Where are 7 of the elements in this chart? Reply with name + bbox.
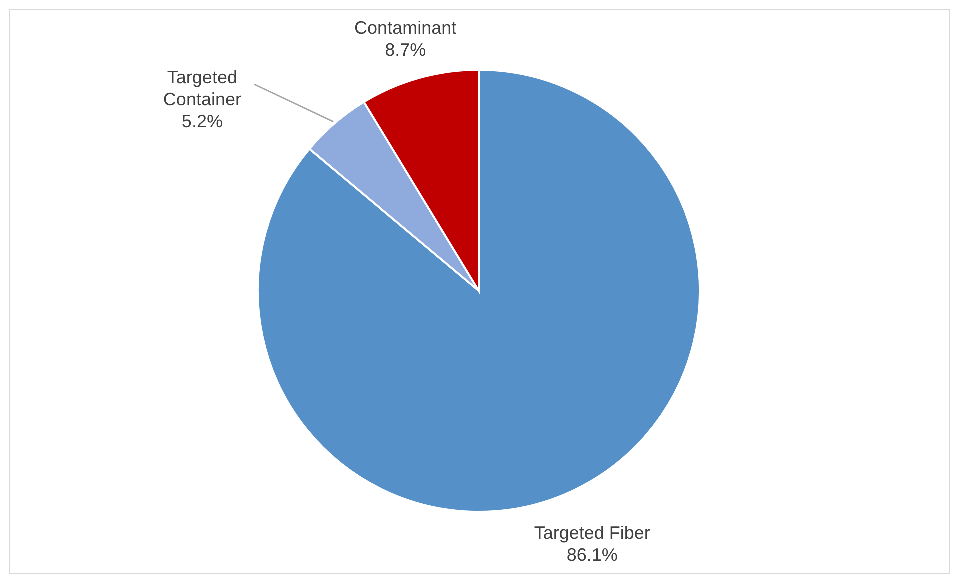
data-label: 5.2% bbox=[182, 111, 223, 132]
slice-label: Targeted Fiber bbox=[534, 522, 650, 543]
data-label: 86.1% bbox=[566, 544, 618, 565]
data-label: 8.7% bbox=[385, 40, 426, 60]
slice-label: Targeted Container bbox=[163, 67, 242, 110]
slice-label: Contaminant bbox=[354, 18, 457, 38]
pie-slice bbox=[257, 69, 701, 513]
